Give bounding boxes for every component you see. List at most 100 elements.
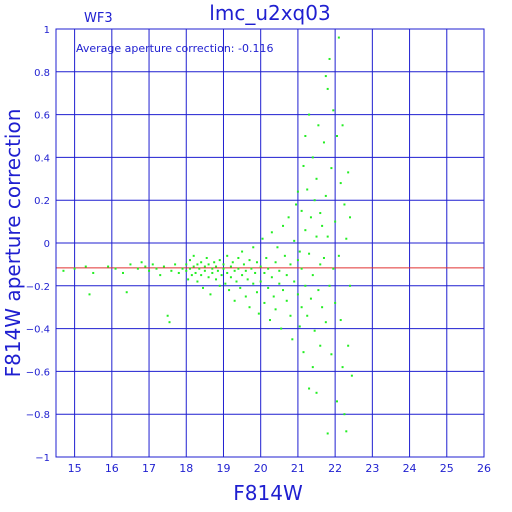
data-point (246, 278, 249, 281)
data-point (282, 289, 285, 292)
data-point (92, 271, 95, 274)
data-point (196, 280, 199, 283)
data-point (263, 271, 266, 274)
data-point (209, 293, 212, 296)
data-point (291, 338, 294, 341)
grid-lines (56, 28, 485, 458)
data-point (207, 263, 210, 266)
data-point (317, 289, 320, 292)
data-point (261, 237, 264, 240)
data-point (269, 319, 271, 322)
data-point (324, 194, 327, 197)
data-point (315, 391, 318, 394)
y-tick-label: 0.8 (34, 68, 50, 79)
data-point (334, 301, 337, 304)
data-point (226, 254, 229, 257)
data-point (259, 265, 262, 268)
data-point (296, 259, 299, 262)
data-point (185, 269, 188, 272)
data-point (326, 432, 329, 435)
data-point (311, 366, 314, 369)
data-point (192, 254, 195, 257)
data-point (337, 254, 340, 257)
data-point (315, 235, 318, 238)
data-point (188, 267, 191, 270)
y-tick-label: −1 (35, 453, 50, 464)
data-point (345, 430, 348, 433)
data-point (302, 164, 305, 167)
data-point (332, 267, 335, 270)
data-point (274, 308, 277, 311)
data-point (298, 325, 301, 328)
data-point (192, 265, 195, 268)
data-point (311, 156, 314, 159)
data-point (187, 278, 190, 281)
data-point (188, 259, 191, 262)
data-point (285, 274, 288, 277)
data-point (306, 314, 309, 317)
x-tick-label: 26 (477, 462, 491, 475)
data-point (235, 280, 238, 283)
data-point (177, 271, 180, 274)
data-point (107, 265, 110, 268)
data-point (296, 190, 299, 193)
data-point (244, 269, 247, 272)
data-point (229, 265, 232, 268)
data-point (255, 291, 258, 294)
data-point (313, 329, 316, 332)
data-point (330, 353, 333, 356)
x-tick-label: 25 (440, 462, 454, 475)
average-annotation: Average aperture correction: -0.116 (76, 42, 273, 55)
data-point (237, 267, 240, 270)
data-point (300, 267, 303, 270)
data-point (296, 293, 299, 296)
y-tick-labels: −1 −0.8 −0.6 −0.4 −0.2 0 0.2 0.4 0.6 0.8 1 (26, 25, 50, 464)
data-point (322, 141, 325, 144)
data-point (289, 263, 292, 266)
y-tick-label: −0.8 (26, 410, 50, 421)
data-point (345, 237, 348, 240)
data-point (174, 263, 177, 266)
y-tick-label: 0.6 (34, 111, 50, 122)
data-point (202, 286, 205, 289)
plot-frame (55, 28, 485, 458)
data-point (283, 254, 286, 257)
data-point (282, 224, 285, 227)
data-point (203, 269, 206, 272)
data-point (259, 280, 262, 283)
data-point (255, 261, 258, 264)
data-point (194, 271, 197, 274)
x-tick-label: 21 (291, 462, 305, 475)
y-tick-label: 0.4 (34, 153, 50, 164)
data-point (341, 124, 344, 127)
data-point (241, 250, 244, 253)
data-point (321, 224, 324, 227)
data-point (213, 261, 216, 264)
data-point (306, 188, 309, 191)
data-point (257, 312, 260, 315)
x-tick-label: 17 (142, 462, 156, 475)
y-tick-label: −0.2 (26, 282, 50, 293)
x-tick-label: 16 (105, 462, 119, 475)
data-point (207, 276, 210, 279)
data-point (237, 256, 240, 259)
data-point (263, 301, 266, 304)
data-point (190, 274, 193, 277)
data-point (140, 261, 143, 264)
x-tick-labels: 15 16 17 18 19 20 21 22 23 24 25 26 (68, 462, 491, 475)
data-point (326, 87, 329, 90)
data-point (231, 261, 234, 264)
data-points (62, 36, 353, 435)
data-point (136, 267, 139, 270)
data-point (335, 135, 338, 137)
y-tick-label: 1 (44, 25, 50, 36)
data-point (159, 274, 162, 277)
data-point (309, 216, 312, 219)
data-point (114, 267, 117, 270)
data-point (241, 274, 244, 277)
data-point (198, 267, 201, 270)
data-point (233, 269, 236, 272)
data-point (319, 344, 322, 347)
data-point (304, 135, 307, 137)
y-axis-label: F814W aperture correction (1, 109, 25, 378)
